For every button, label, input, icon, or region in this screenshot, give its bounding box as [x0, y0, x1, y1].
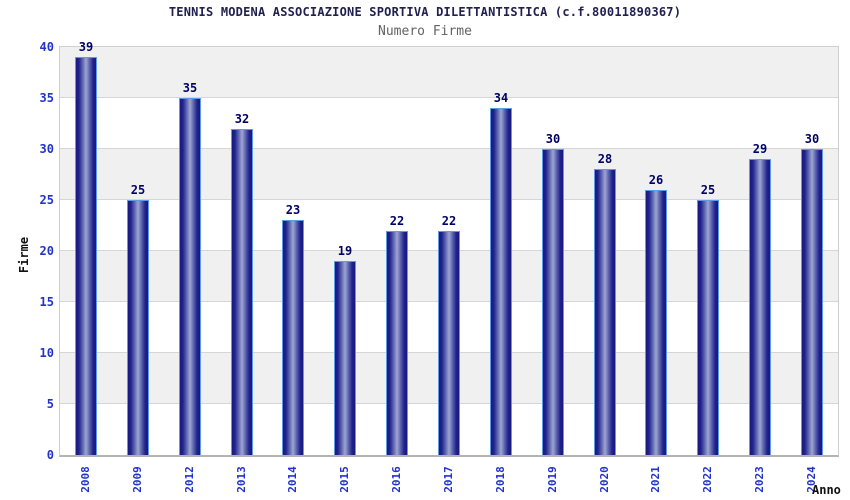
gridline	[60, 97, 838, 98]
bar	[231, 129, 253, 455]
y-tick-label: 10	[39, 346, 54, 360]
bar-value-label: 29	[752, 142, 768, 156]
bar-value-label: 23	[285, 203, 301, 217]
bar-value-label: 26	[648, 173, 664, 187]
bar	[334, 261, 356, 455]
x-tick-text: 2023	[752, 465, 766, 493]
x-axis-title: Anno	[812, 483, 841, 497]
x-tick-text: 2012	[182, 465, 196, 493]
bar	[438, 231, 460, 455]
gridline	[60, 199, 838, 200]
chart-subtitle: Numero Firme	[378, 24, 472, 39]
bar	[801, 149, 823, 455]
x-tick-text: 2022	[700, 465, 714, 493]
y-axis-title: Firme	[17, 236, 31, 274]
bar-value-label: 35	[182, 81, 198, 95]
bar-value-label: 22	[389, 214, 405, 228]
bar-value-label: 34	[493, 91, 509, 105]
x-tick-label: 2016	[379, 461, 413, 497]
bar-value-label: 22	[441, 214, 457, 228]
x-tick-label: 2014	[275, 461, 309, 497]
x-tick-label: 2017	[431, 461, 465, 497]
x-tick-label: 2022	[690, 461, 724, 497]
bar	[179, 98, 201, 455]
chart-title: TENNIS MODENA ASSOCIAZIONE SPORTIVA DILE…	[168, 5, 682, 19]
y-tick-label: 40	[39, 40, 54, 54]
x-tick-label: 2012	[172, 461, 206, 497]
x-tick-label: 2008	[68, 461, 102, 497]
bar	[594, 169, 616, 455]
x-tick-text: 2015	[337, 465, 351, 493]
bar	[75, 57, 97, 455]
bar-value-label: 30	[804, 132, 820, 146]
x-tick-text: 2008	[78, 465, 92, 493]
bar-value-label: 30	[545, 132, 561, 146]
y-tick-label: 20	[39, 244, 54, 258]
bar	[645, 190, 667, 455]
bar	[127, 200, 149, 455]
bar-value-label: 25	[130, 183, 146, 197]
bar	[386, 231, 408, 455]
bar	[749, 159, 771, 455]
x-tick-text: 2018	[493, 465, 507, 493]
y-tick-label: 0	[46, 448, 54, 462]
x-tick-text: 2020	[597, 465, 611, 493]
x-tick-label: 2020	[587, 461, 621, 497]
bar-value-label: 39	[78, 40, 94, 54]
x-tick-label: 2015	[327, 461, 361, 497]
bar-value-label: 32	[234, 112, 250, 126]
y-tick-label: 30	[39, 142, 54, 156]
x-tick-text: 2013	[234, 465, 248, 493]
x-tick-label: 2021	[638, 461, 672, 497]
y-tick-label: 15	[39, 295, 54, 309]
x-tick-text: 2021	[648, 465, 662, 493]
x-tick-label: 2023	[742, 461, 776, 497]
bar	[490, 108, 512, 455]
bar-value-label: 28	[597, 152, 613, 166]
x-tick-text: 2009	[130, 465, 144, 493]
x-tick-text: 2014	[285, 465, 299, 493]
x-tick-label: 2009	[120, 461, 154, 497]
y-tick-label: 5	[46, 397, 54, 411]
x-tick-text: 2019	[545, 465, 559, 493]
bar-value-label: 19	[337, 244, 353, 258]
bar	[282, 220, 304, 455]
x-tick-label: 2013	[224, 461, 258, 497]
x-tick-text: 2017	[441, 465, 455, 493]
gridline	[60, 148, 838, 149]
plot-area: 39 25 35 32 23 19 22 22 34 30 28 26 25 29 30	[59, 40, 839, 457]
x-tick-label: 2018	[483, 461, 517, 497]
bar	[542, 149, 564, 455]
y-tick-label: 35	[39, 91, 54, 105]
bar-value-label: 25	[700, 183, 716, 197]
bar	[697, 200, 719, 455]
x-tick-label: 2019	[535, 461, 569, 497]
y-tick-label: 25	[39, 193, 54, 207]
x-tick-text: 2016	[389, 465, 403, 493]
